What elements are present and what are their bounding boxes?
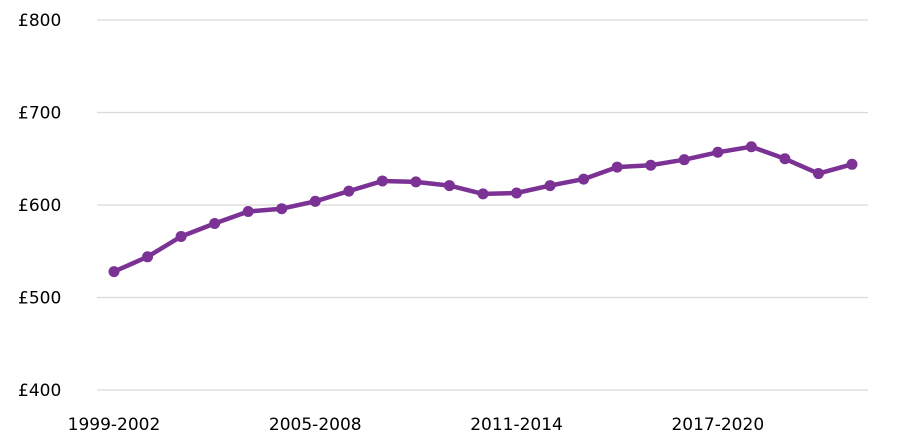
data-point	[343, 185, 355, 197]
y-tick-label: £600	[18, 196, 61, 216]
data-point	[309, 195, 321, 207]
data-point	[410, 176, 422, 188]
data-point	[745, 141, 757, 153]
x-tick-label: 2017-2020	[671, 415, 764, 435]
data-point	[678, 154, 690, 166]
data-series	[108, 141, 858, 278]
data-point	[712, 146, 724, 158]
data-point	[645, 159, 657, 171]
y-tick-label: £400	[18, 381, 61, 401]
gridlines	[97, 19, 868, 391]
data-point	[142, 251, 154, 263]
data-point	[276, 203, 288, 215]
data-point	[511, 187, 523, 199]
y-tick-label: £800	[18, 11, 61, 31]
data-point	[175, 230, 187, 242]
data-point	[812, 168, 824, 180]
data-point	[443, 180, 455, 192]
data-point	[846, 158, 858, 170]
data-point	[242, 205, 254, 217]
y-tick-label: £500	[18, 289, 61, 309]
x-tick-label: 2005-2008	[269, 415, 362, 435]
data-point	[209, 218, 221, 229]
data-point	[477, 188, 489, 200]
data-point	[376, 175, 388, 187]
data-point	[578, 173, 590, 185]
x-tick-label: 2011-2014	[470, 415, 563, 435]
y-axis-tick-labels: £400 £500 £600 £700 £800	[18, 11, 61, 401]
data-point	[779, 153, 791, 165]
data-point	[544, 180, 556, 192]
series-line	[111, 144, 855, 274]
data-point	[611, 161, 623, 173]
x-axis-tick-labels: 1999-2002 2005-2008 2011-2014 2017-2020	[68, 415, 764, 435]
y-tick-label: £700	[18, 104, 61, 124]
x-tick-label: 1999-2002	[68, 415, 161, 435]
data-point	[108, 266, 120, 278]
